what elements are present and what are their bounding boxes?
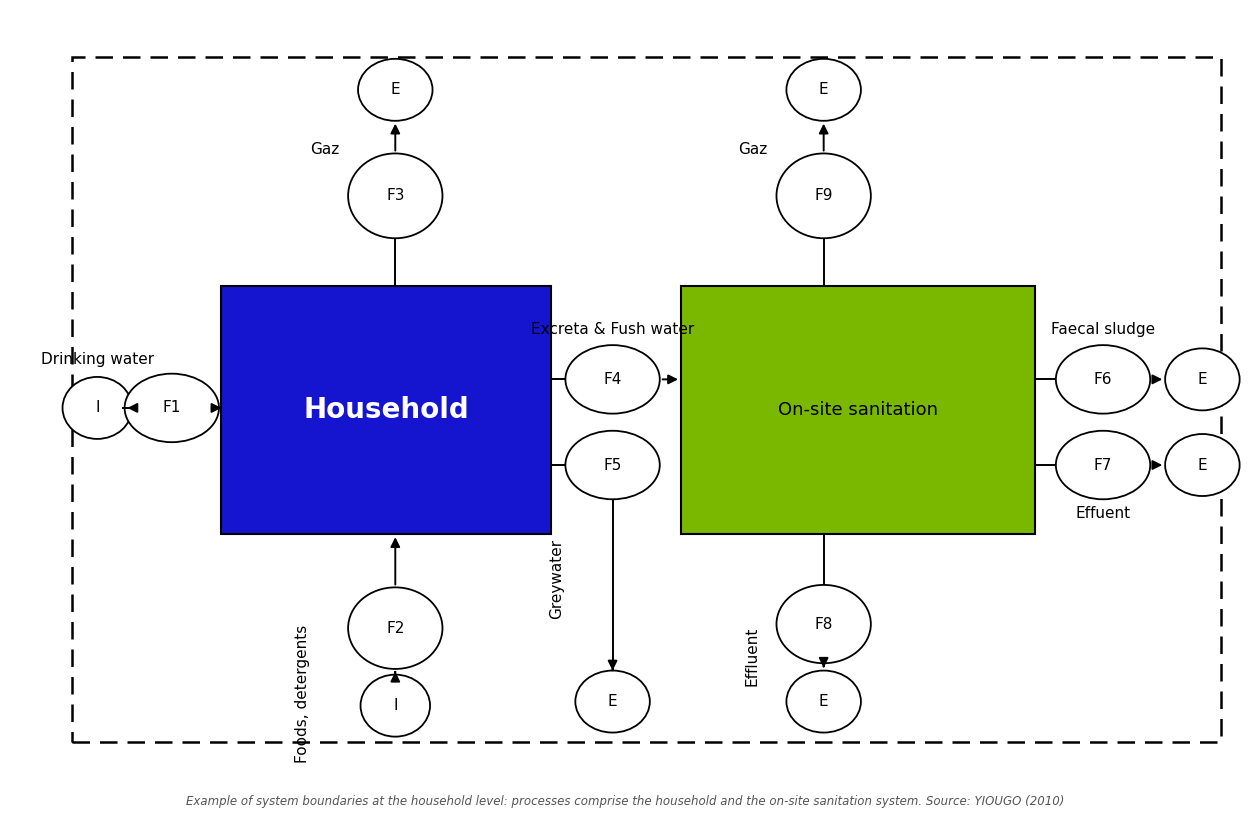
Ellipse shape (357, 59, 432, 121)
Bar (221, 286, 550, 534)
Text: E: E (819, 694, 829, 709)
Bar (681, 286, 1035, 534)
Text: Greywater: Greywater (549, 539, 564, 620)
Text: On-site sanitation: On-site sanitation (778, 401, 938, 419)
Text: E: E (1198, 372, 1208, 387)
Text: F1: F1 (162, 400, 181, 415)
Text: Gaz: Gaz (310, 142, 340, 157)
Text: E: E (1198, 457, 1208, 472)
Text: F5: F5 (604, 457, 621, 472)
Ellipse shape (348, 153, 442, 238)
Bar (72, 57, 1221, 742)
Text: Foods, detergents: Foods, detergents (295, 625, 310, 762)
Ellipse shape (776, 585, 871, 663)
Text: Effuent: Effuent (1075, 506, 1130, 521)
Text: Excreta & Fush water: Excreta & Fush water (531, 322, 694, 337)
Ellipse shape (1165, 434, 1240, 496)
Text: F7: F7 (1094, 457, 1112, 472)
Text: I: I (95, 400, 100, 415)
Text: F6: F6 (1094, 372, 1112, 387)
Ellipse shape (565, 345, 660, 414)
Text: E: E (819, 82, 829, 97)
Text: F4: F4 (604, 372, 621, 387)
Ellipse shape (125, 373, 219, 442)
Ellipse shape (360, 675, 430, 737)
Text: Effluent: Effluent (744, 627, 759, 686)
Text: E: E (390, 82, 400, 97)
Ellipse shape (786, 59, 861, 121)
Ellipse shape (1165, 349, 1240, 410)
Text: Example of system boundaries at the household level: processes comprise the hous: Example of system boundaries at the hous… (186, 794, 1064, 808)
Ellipse shape (786, 671, 861, 733)
Text: F9: F9 (815, 189, 832, 204)
Ellipse shape (575, 671, 650, 733)
Ellipse shape (1056, 431, 1150, 499)
Ellipse shape (62, 377, 132, 439)
Ellipse shape (348, 588, 442, 669)
Text: F2: F2 (386, 620, 405, 635)
Text: F8: F8 (815, 616, 832, 631)
Text: Faecal sludge: Faecal sludge (1051, 322, 1155, 337)
Text: Household: Household (302, 396, 469, 424)
Ellipse shape (1056, 345, 1150, 414)
Text: F3: F3 (386, 189, 405, 204)
Text: E: E (608, 694, 618, 709)
Text: Drinking water: Drinking water (41, 352, 154, 368)
Ellipse shape (776, 153, 871, 238)
Ellipse shape (565, 431, 660, 499)
Text: Gaz: Gaz (739, 142, 768, 157)
Text: I: I (392, 698, 398, 713)
